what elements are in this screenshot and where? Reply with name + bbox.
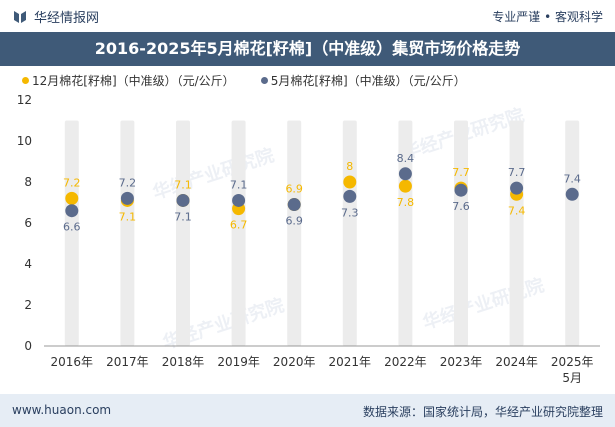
point-5 [232,193,246,207]
y-tick-label: 12 [17,93,32,107]
x-tick-label: 2024年 [495,355,538,369]
footer-source: 数据来源：国家统计局，华经产业研究院整理 [362,405,603,419]
data-label-5: 7.7 [508,166,526,179]
column-band [120,120,135,346]
data-label-12: 7.7 [452,166,470,179]
brand: 华经情报网 [12,7,99,26]
point-5 [510,181,524,195]
data-label-12: 7.8 [397,196,415,209]
point-12 [398,179,412,193]
point-5 [565,187,579,201]
brand-name: 华经情报网 [34,11,100,26]
column-band [176,120,190,346]
y-tick-label: 6 [24,216,32,230]
legend-item-5: 5月棉花[籽棉]（中准级）（元/公斤） [260,72,466,89]
x-tick-label: 2025年 5月 [551,355,594,385]
column-band [454,120,468,346]
data-label-5: 6.9 [285,215,303,228]
data-label-12: 8 [346,160,353,173]
footer: www.huaon.com 数据来源：国家统计局，华经产业研究院整理 [0,394,615,427]
point-5 [454,183,468,197]
y-tick-label: 10 [17,134,32,148]
x-tick-label: 2016年 [51,355,94,369]
x-tick-label: 2020年 [273,355,316,369]
data-label-5: 8.4 [397,152,415,165]
x-tick-label: 2021年 [329,355,372,369]
top-bar: 华经情报网 专业严谨 • 客观科学 [0,0,615,30]
point-5 [120,191,134,205]
data-label-5: 7.4 [563,172,581,185]
legend: 12月棉花[籽棉]（中准级）（元/公斤） 5月棉花[籽棉]（中准级）（元/公斤） [22,72,466,89]
legend-marker-12 [22,77,29,84]
y-tick-label: 8 [24,175,32,189]
data-label-5: 7.1 [230,178,248,191]
legend-item-12: 12月棉花[籽棉]（中准级）（元/公斤） [22,72,235,89]
x-tick-label: 2023年 [440,355,483,369]
column-band [287,120,302,346]
point-5 [65,204,79,218]
point-5 [398,167,412,181]
data-label-12: 7.1 [174,178,192,191]
column-band [509,120,524,346]
data-label-12: 7.2 [63,176,81,189]
footer-website: www.huaon.com [12,403,112,417]
logo-icon [14,10,26,23]
point-12 [343,175,357,189]
column-band [231,120,246,346]
column-band [342,120,357,346]
y-tick-label: 4 [24,257,32,271]
data-label-5: 7.2 [119,176,137,189]
data-label-12: 6.9 [285,183,303,196]
x-tick-label: 2019年 [217,355,260,369]
point-5 [287,198,301,212]
data-label-5: 7.1 [174,210,192,223]
column-band [565,120,580,346]
point-12 [65,191,79,205]
data-label-12: 7.4 [508,204,526,217]
y-tick-label: 0 [24,339,32,353]
point-5 [343,189,357,203]
chart-title: 2016-2025年5月棉花[籽棉]（中准级）集贸市场价格走势 [94,39,521,58]
data-label-5: 7.3 [341,206,359,219]
data-label-12: 7.1 [119,210,137,223]
x-tick-label: 2018年 [162,355,205,369]
data-label-5: 7.6 [452,200,470,213]
tagline: 专业严谨 • 客观科学 [492,10,603,24]
data-label-12: 6.7 [230,219,248,232]
legend-label-12: 12月棉花[籽棉]（中准级）（元/公斤） [32,74,235,88]
legend-marker-5 [260,77,268,84]
title-bar: 2016-2025年5月棉花[籽棉]（中准级）集贸市场价格走势 [0,32,615,66]
data-label-5: 6.6 [63,221,81,234]
x-tick-label: 2022年 [384,355,427,369]
point-5 [176,193,190,207]
legend-label-5: 5月棉花[籽棉]（中准级）（元/公斤） [270,74,466,88]
y-tick-label: 2 [24,298,32,312]
column-band [64,120,79,346]
x-tick-label: 2017年 [106,355,149,369]
